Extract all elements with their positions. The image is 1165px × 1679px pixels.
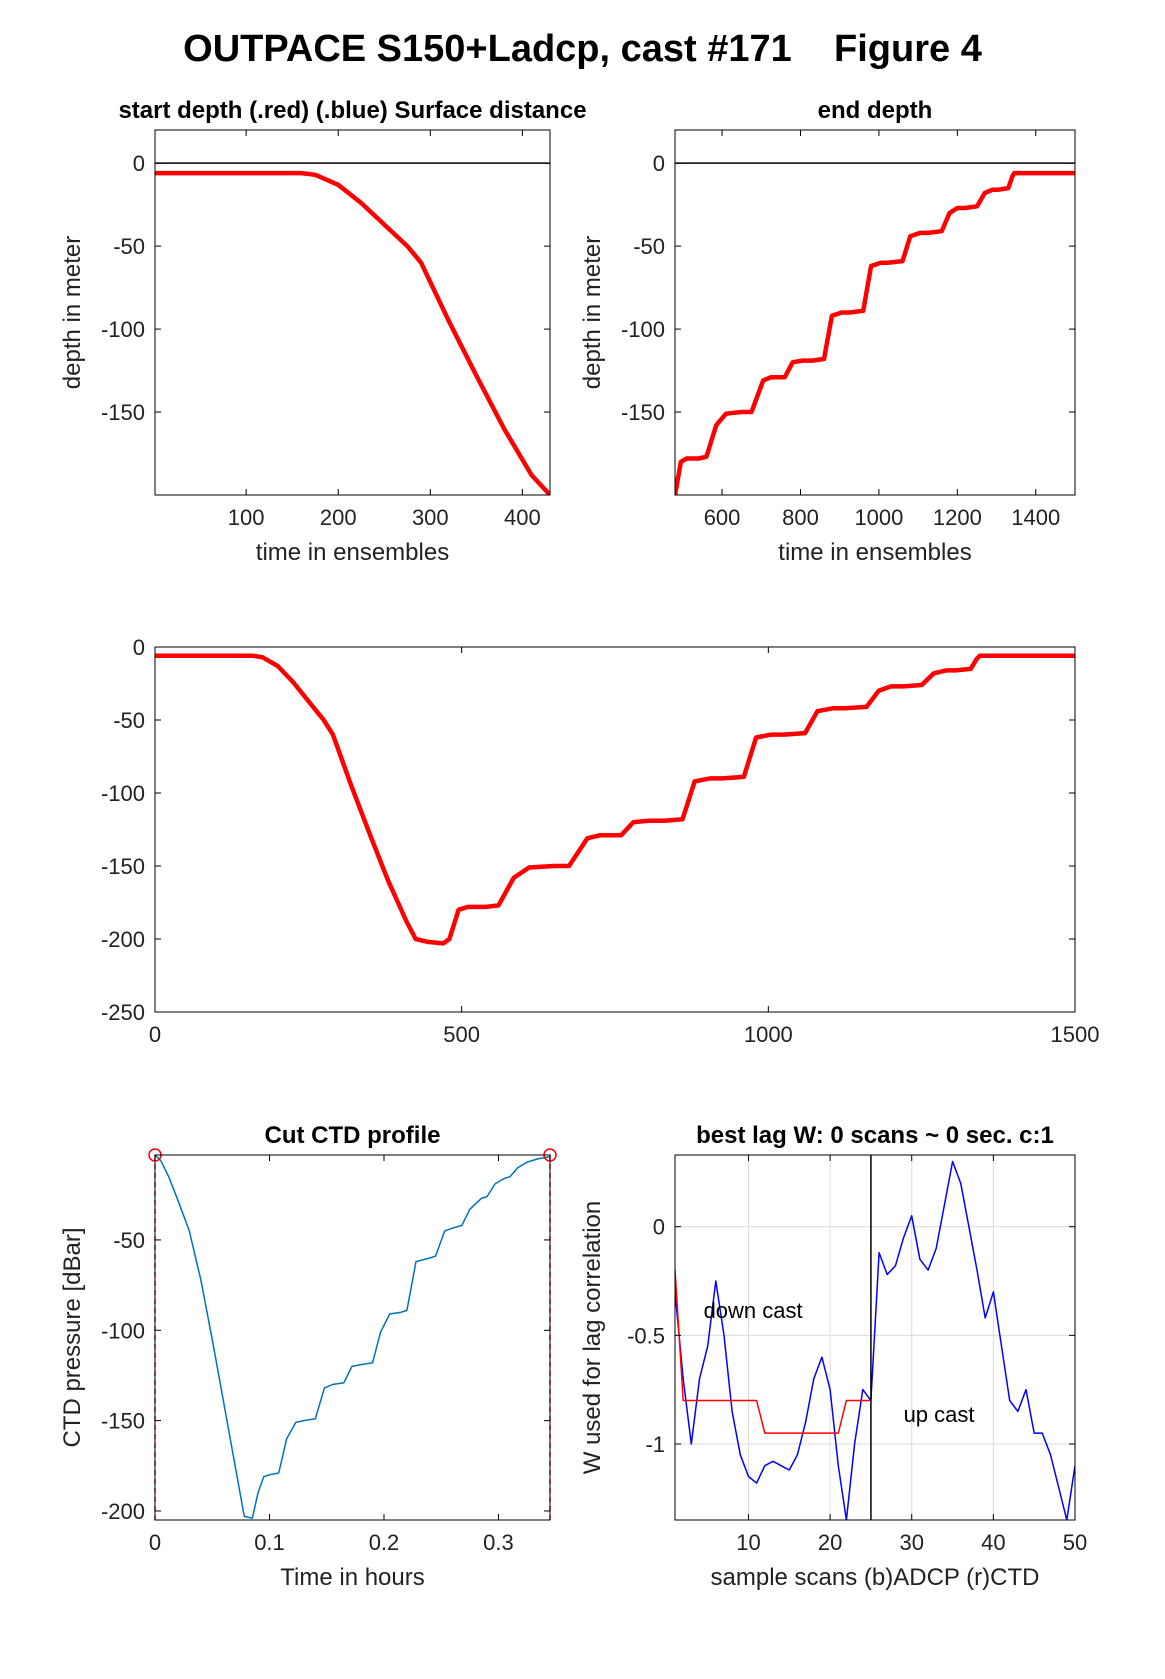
series-line-1: [675, 1269, 872, 1434]
x-tick-label: 1400: [1011, 505, 1060, 530]
axes-box: [674, 129, 1076, 496]
axes-box: [154, 1154, 551, 1521]
series-line-0: [155, 653, 1075, 946]
full-depth-chart: 0 500 1000 1500 0 -50 -100 -150 -200 -250: [101, 635, 1100, 1047]
chart-title: end depth: [818, 97, 933, 124]
annotation-label: down cast: [704, 1298, 803, 1323]
x-tick-label: 0: [149, 1022, 161, 1047]
axes-box: [154, 646, 1076, 1013]
y-tick-label: -200: [101, 927, 145, 952]
y-tick-label: -200: [101, 1499, 145, 1524]
y-tick-label: 0: [133, 635, 145, 660]
ctd-profile-chart: 0 0.1 0.2 0.3 -50 -100 -150 -200 Cut CTD profile…: [59, 1122, 557, 1591]
start-depth-chart: 100 200 300 400 0 -50 -100 -150 start depth (.re…: [59, 97, 587, 566]
x-axis-label: time in ensembles: [778, 539, 971, 566]
x-tick-label: 500: [443, 1022, 480, 1047]
series-line-0: [675, 1160, 1075, 1520]
x-tick-label: 20: [818, 1530, 842, 1555]
x-tick-label: 0.3: [483, 1530, 514, 1555]
x-tick-label: 10: [736, 1530, 760, 1555]
y-axis-label: W used for lag correlation: [579, 1201, 606, 1474]
x-tick-label: 50: [1063, 1530, 1087, 1555]
y-tick-label: 0: [653, 1215, 665, 1240]
axes-box: [674, 1154, 1076, 1521]
x-tick-label: 0: [149, 1530, 161, 1555]
end-depth-chart: 600 800 1000 1200 1400 0 -50 -100 -150 end depth t…: [579, 97, 1076, 566]
chart-title: best lag W: 0 scans ~ 0 sec. c:1: [696, 1122, 1054, 1149]
x-tick-label: 400: [504, 505, 541, 530]
x-tick-label: 800: [782, 505, 819, 530]
x-axis-label: sample scans (b)ADCP (r)CTD: [711, 1564, 1040, 1591]
series-line-0: [155, 1155, 550, 1519]
y-tick-label: -150: [101, 854, 145, 879]
y-tick-label: -150: [101, 400, 145, 425]
x-tick-label: 1000: [744, 1022, 793, 1047]
plot-area: [675, 130, 1075, 495]
annotation-label: up cast: [904, 1402, 975, 1427]
y-tick-label: -50: [633, 234, 665, 259]
y-axis-label: depth in meter: [579, 236, 606, 389]
y-tick-label: -100: [621, 317, 665, 342]
y-tick-label: -0.5: [627, 1323, 665, 1348]
y-tick-label: -100: [101, 781, 145, 806]
y-tick-label: 0: [653, 151, 665, 176]
x-tick-label: 1500: [1051, 1022, 1100, 1047]
x-tick-label: 1200: [933, 505, 982, 530]
plot-area: [155, 130, 550, 495]
series-line-0: [675, 170, 1075, 495]
lag-correlation-chart: 10 20 30 40 50 0 -0.5 -1 best lag W: 0 scans ~ 0…: [579, 1122, 1087, 1591]
y-tick-label: 0: [133, 151, 145, 176]
plot-area: [155, 647, 1075, 1012]
series-line-0: [155, 170, 550, 495]
y-tick-label: -100: [101, 317, 145, 342]
x-tick-label: 30: [899, 1530, 923, 1555]
x-tick-label: 200: [320, 505, 357, 530]
y-tick-label: -1: [645, 1432, 665, 1457]
chart-title: start depth (.red) (.blue) Surface dista…: [118, 97, 586, 124]
y-tick-label: -100: [101, 1318, 145, 1343]
x-tick-label: 40: [981, 1530, 1005, 1555]
y-tick-label: -50: [113, 1228, 145, 1253]
axes-box: [154, 129, 551, 496]
x-tick-label: 0.1: [254, 1530, 285, 1555]
plot-area: [155, 1155, 550, 1520]
x-tick-label: 1000: [854, 505, 903, 530]
chart-title: Cut CTD profile: [265, 1122, 441, 1149]
x-axis-label: Time in hours: [280, 1564, 425, 1591]
x-tick-label: 600: [704, 505, 741, 530]
y-tick-label: -50: [113, 234, 145, 259]
x-axis-label: time in ensembles: [256, 539, 449, 566]
y-tick-label: -50: [113, 708, 145, 733]
x-tick-label: 0.2: [369, 1530, 400, 1555]
figure-title: OUTPACE S150+Ladcp, cast #171 Figure 4: [183, 28, 982, 70]
y-axis-label: depth in meter: [59, 236, 86, 389]
y-tick-label: -150: [621, 400, 665, 425]
x-tick-label: 300: [412, 505, 449, 530]
x-tick-label: 100: [228, 505, 265, 530]
y-axis-label: CTD pressure [dBar]: [59, 1227, 86, 1447]
y-tick-label: -250: [101, 1000, 145, 1025]
y-tick-label: -150: [101, 1409, 145, 1434]
